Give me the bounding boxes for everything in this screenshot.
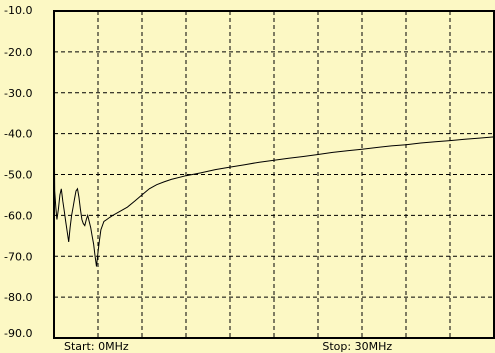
- y-tick-label: -80.0: [4, 291, 32, 304]
- x-stop-label: Stop: 30MHz: [322, 340, 392, 353]
- y-tick-label: -60.0: [4, 209, 32, 222]
- y-tick-label: -70.0: [4, 250, 32, 263]
- y-tick-label: -50.0: [4, 169, 32, 182]
- y-tick-label: -30.0: [4, 87, 32, 100]
- plot-border: [53, 10, 495, 339]
- y-tick-labels: -10.0 -20.0 -30.0 -40.0 -50.0 -60.0 -70.0 -80.0…: [4, 4, 32, 340]
- series-line: [53, 104, 495, 267]
- y-tick-label: -20.0: [4, 46, 32, 59]
- y-tick-label: -90.0: [4, 327, 32, 340]
- grid-lines: [54, 11, 494, 338]
- x-start-label: Start: 0MHz: [64, 340, 129, 353]
- y-tick-label: -40.0: [4, 128, 32, 141]
- y-tick-label: -10.0: [4, 4, 32, 17]
